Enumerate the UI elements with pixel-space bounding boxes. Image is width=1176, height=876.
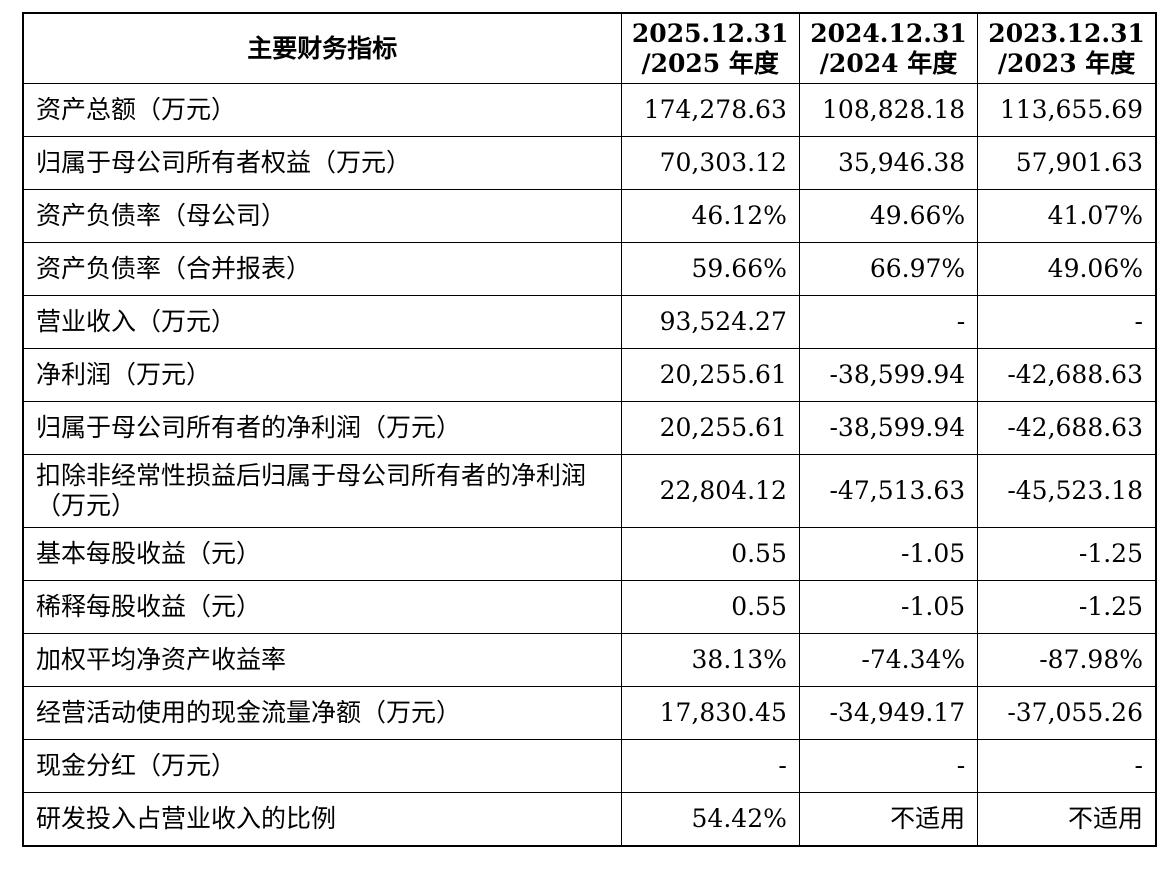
value-2025: 59.66% <box>620 242 800 296</box>
header-2023-period: /2023 年度 <box>997 48 1136 78</box>
table-row: 基本每股收益（元） 0.55 -1.05 -1.25 <box>22 527 1157 581</box>
value-2024: -47,513.63 <box>798 454 979 528</box>
value-2025: 70,303.12 <box>620 136 800 190</box>
header-indicator-text: 主要财务指标 <box>247 33 398 63</box>
table-row: 经营活动使用的现金流量净额（万元） 17,830.45 -34,949.17 -37,… <box>22 686 1157 740</box>
row-label: 归属于母公司所有者的净利润（万元） <box>22 401 622 455</box>
row-label: 扣除非经常性损益后归属于母公司所有者的净利润（万元） <box>22 454 622 528</box>
row-label: 基本每股收益（元） <box>22 527 622 581</box>
header-2025: 2025.12.31/2025 年度 <box>620 12 800 84</box>
value-2023: -42,688.63 <box>977 348 1157 402</box>
value-2025: 0.55 <box>620 580 800 634</box>
header-2023-date: 2023.12.31 <box>988 18 1145 48</box>
row-label: 现金分红（万元） <box>22 739 622 793</box>
value-2024: - <box>798 295 979 349</box>
value-2024: 49.66% <box>798 189 979 243</box>
table-row: 资产负债率（母公司） 46.12% 49.66% 41.07% <box>22 189 1157 243</box>
table-row: 加权平均净资产收益率 38.13% -74.34% -87.98% <box>22 633 1157 687</box>
row-label: 营业收入（万元） <box>22 295 622 349</box>
financial-indicators-table: 主要财务指标 2025.12.31/2025 年度 2024.12.31/202… <box>22 12 1157 847</box>
header-indicator: 主要财务指标 <box>22 12 622 84</box>
value-2023: 57,901.63 <box>977 136 1157 190</box>
value-2025: - <box>620 739 800 793</box>
value-2023: 113,655.69 <box>977 83 1157 137</box>
value-2025: 0.55 <box>620 527 800 581</box>
value-2023: -37,055.26 <box>977 686 1157 740</box>
value-2025: 22,804.12 <box>620 454 800 528</box>
table-body: 资产总额（万元） 174,278.63 108,828.18 113,655.69 归属… <box>22 83 1157 847</box>
table-row: 稀释每股收益（元） 0.55 -1.05 -1.25 <box>22 580 1157 634</box>
value-2024: -1.05 <box>798 527 979 581</box>
row-label: 资产负债率（合并报表） <box>22 242 622 296</box>
table-row: 现金分红（万元） - - - <box>22 739 1157 793</box>
header-2024: 2024.12.31/2024 年度 <box>798 12 979 84</box>
value-2023: -1.25 <box>977 527 1157 581</box>
header-2024-period: /2024 年度 <box>819 48 958 78</box>
value-2023: -45,523.18 <box>977 454 1157 528</box>
row-label: 稀释每股收益（元） <box>22 580 622 634</box>
value-2025: 20,255.61 <box>620 348 800 402</box>
value-2024: 66.97% <box>798 242 979 296</box>
table-row: 归属于母公司所有者的净利润（万元） 20,255.61 -38,599.94 -42,… <box>22 401 1157 455</box>
value-2023: -87.98% <box>977 633 1157 687</box>
value-2025: 93,524.27 <box>620 295 800 349</box>
value-2024: -38,599.94 <box>798 348 979 402</box>
value-2023: - <box>977 295 1157 349</box>
value-2024: - <box>798 739 979 793</box>
value-2024: -1.05 <box>798 580 979 634</box>
value-2025: 38.13% <box>620 633 800 687</box>
value-2024: -74.34% <box>798 633 979 687</box>
header-2023: 2023.12.31/2023 年度 <box>977 12 1157 84</box>
value-2023: 49.06% <box>977 242 1157 296</box>
table-row: 研发投入占营业收入的比例 54.42% 不适用 不适用 <box>22 792 1157 847</box>
value-2023: - <box>977 739 1157 793</box>
table-row: 资产总额（万元） 174,278.63 108,828.18 113,655.69 <box>22 83 1157 137</box>
value-2025: 54.42% <box>620 792 800 847</box>
table-row: 归属于母公司所有者权益（万元） 70,303.12 35,946.38 57,901.… <box>22 136 1157 190</box>
table-row: 扣除非经常性损益后归属于母公司所有者的净利润（万元） 22,804.12 -47,5… <box>22 454 1157 528</box>
value-2025: 17,830.45 <box>620 686 800 740</box>
value-2023: 不适用 <box>977 792 1157 847</box>
value-2024: 不适用 <box>798 792 979 847</box>
value-2025: 20,255.61 <box>620 401 800 455</box>
row-label: 资产负债率（母公司） <box>22 189 622 243</box>
header-row: 主要财务指标 2025.12.31/2025 年度 2024.12.31/202… <box>22 12 1157 84</box>
header-2025-period: /2025 年度 <box>641 48 779 78</box>
table-row: 净利润（万元） 20,255.61 -38,599.94 -42,688.63 <box>22 348 1157 402</box>
row-label: 研发投入占营业收入的比例 <box>22 792 622 847</box>
row-label: 归属于母公司所有者权益（万元） <box>22 136 622 190</box>
header-2024-date: 2024.12.31 <box>810 18 967 48</box>
value-2024: 108,828.18 <box>798 83 979 137</box>
row-label: 净利润（万元） <box>22 348 622 402</box>
header-2025-date: 2025.12.31 <box>631 18 789 48</box>
value-2025: 46.12% <box>620 189 800 243</box>
value-2023: -42,688.63 <box>977 401 1157 455</box>
row-label: 加权平均净资产收益率 <box>22 633 622 687</box>
row-label: 经营活动使用的现金流量净额（万元） <box>22 686 622 740</box>
value-2023: 41.07% <box>977 189 1157 243</box>
row-label: 资产总额（万元） <box>22 83 622 137</box>
value-2024: -38,599.94 <box>798 401 979 455</box>
value-2024: 35,946.38 <box>798 136 979 190</box>
table-row: 资产负债率（合并报表） 59.66% 66.97% 49.06% <box>22 242 1157 296</box>
value-2023: -1.25 <box>977 580 1157 634</box>
value-2024: -34,949.17 <box>798 686 979 740</box>
value-2025: 174,278.63 <box>620 83 800 137</box>
table-row: 营业收入（万元） 93,524.27- - <box>22 295 1157 349</box>
